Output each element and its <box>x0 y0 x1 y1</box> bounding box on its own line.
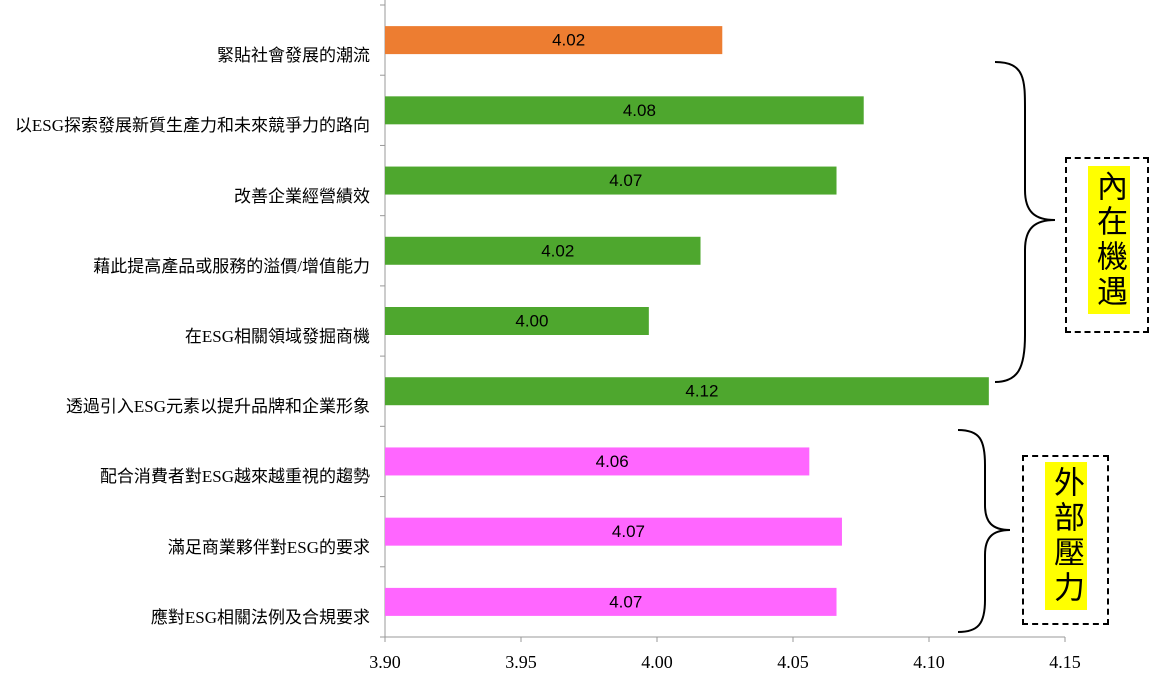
bar <box>385 517 842 546</box>
bar <box>385 447 810 476</box>
category-label: 透過引入ESG元素以提升品牌和企業形象 <box>65 397 370 417</box>
category-label: 滿足商業夥伴對ESG的要求 <box>167 537 370 557</box>
data-label: 4.02 <box>552 31 585 50</box>
data-label: 4.08 <box>623 101 656 120</box>
bar <box>385 587 837 616</box>
annotation: 內在機遇 <box>1088 166 1130 314</box>
category-label: 配合消費者對ESG越來越重視的趨勢 <box>99 467 370 487</box>
brace <box>957 429 1011 633</box>
brace <box>994 61 1056 383</box>
annotation: 外部壓力 <box>1045 462 1087 610</box>
bar <box>385 166 837 195</box>
category-label: 改善企業經營績效 <box>234 186 370 206</box>
data-label: 4.00 <box>515 311 548 330</box>
category-label: 在ESG相關領域發掘商機 <box>184 327 370 346</box>
category-label: 應對ESG相關法例及合規要求 <box>150 607 370 627</box>
x-tick-label: 4.05 <box>777 652 809 672</box>
data-label: 4.06 <box>596 452 629 471</box>
category-label: 緊貼社會發展的潮流 <box>217 46 370 66</box>
data-label: 4.07 <box>609 171 642 190</box>
x-tick-label: 4.10 <box>913 652 945 672</box>
data-label: 4.07 <box>612 522 645 541</box>
annotation-box <box>1065 157 1149 333</box>
data-label: 4.02 <box>541 241 574 260</box>
data-label: 4.07 <box>609 592 642 611</box>
category-label: 藉此提高產品或服務的溢價/增值能力 <box>93 256 370 276</box>
bar <box>385 96 864 125</box>
bar <box>385 377 989 406</box>
x-tick-label: 4.15 <box>1049 652 1081 672</box>
bar <box>385 307 649 335</box>
x-tick-label: 3.95 <box>505 652 537 672</box>
x-tick-label: 4.00 <box>641 652 673 672</box>
data-label: 4.12 <box>685 382 718 401</box>
bar <box>385 236 701 265</box>
x-tick-label: 3.90 <box>369 652 401 672</box>
category-label: 以ESG探索發展新質生產力和未來競爭力的路向 <box>14 116 370 136</box>
annotation-box <box>1022 455 1109 625</box>
bar <box>385 26 723 55</box>
